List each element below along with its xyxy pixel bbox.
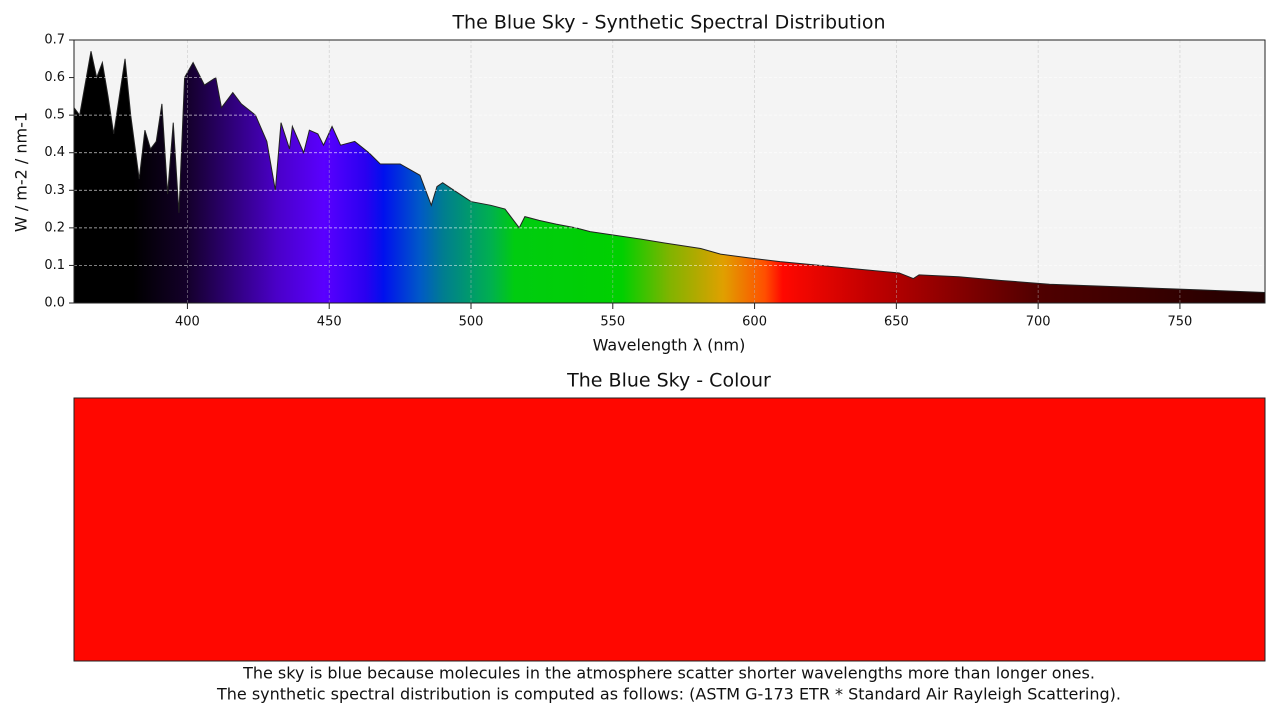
y-tick-label: 0.1	[44, 258, 65, 273]
x-tick-label: 700	[1026, 315, 1051, 330]
y-axis-label: W / m-2 / nm-1	[12, 112, 31, 232]
x-tick-label: 450	[317, 315, 342, 330]
x-axis-label: Wavelength λ (nm)	[593, 336, 746, 355]
x-tick-label: 400	[175, 315, 200, 330]
x-tick-label: 500	[459, 315, 484, 330]
swatch-title: The Blue Sky - Colour	[566, 370, 771, 392]
caption-line: The sky is blue because molecules in the…	[242, 664, 1095, 683]
y-tick-label: 0.4	[44, 145, 65, 160]
x-tick-label: 650	[884, 315, 909, 330]
caption-line: The synthetic spectral distribution is c…	[216, 685, 1121, 704]
chart-title: The Blue Sky - Synthetic Spectral Distri…	[451, 12, 885, 34]
y-tick-label: 0.0	[44, 296, 65, 311]
x-tick-label: 600	[742, 315, 767, 330]
y-tick-label: 0.7	[44, 33, 65, 48]
y-tick-label: 0.6	[44, 70, 65, 85]
colour-swatch	[73, 397, 1266, 662]
y-tick-label: 0.2	[44, 220, 65, 235]
x-tick-label: 750	[1168, 315, 1193, 330]
x-tick-label: 550	[600, 315, 625, 330]
plot-frame	[73, 39, 1266, 304]
spectrum-area	[74, 51, 1265, 303]
y-tick-label: 0.5	[44, 108, 65, 123]
spectrum-line	[73, 51, 1266, 293]
y-tick-label: 0.3	[44, 183, 65, 198]
